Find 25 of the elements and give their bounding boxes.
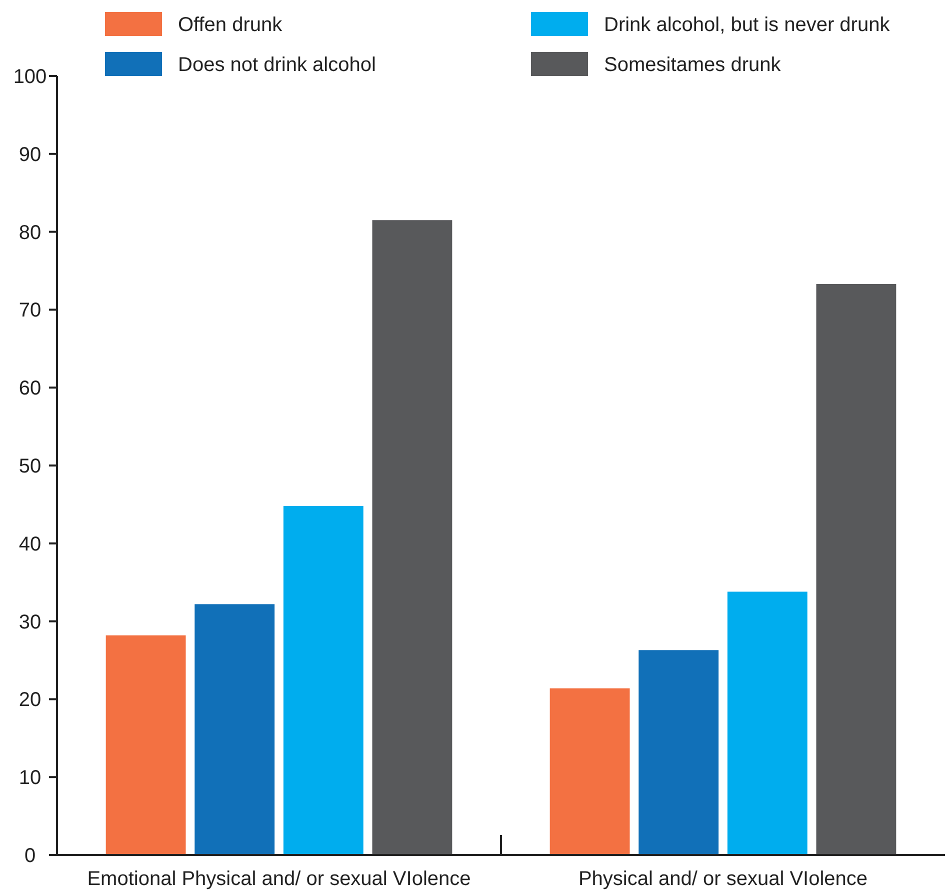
legend-label: Somesitames drunk bbox=[604, 54, 782, 76]
legend-label: Does not drink alcohol bbox=[178, 54, 376, 76]
y-tick-label: 90 bbox=[18, 144, 42, 166]
bar bbox=[106, 635, 186, 855]
y-tick-label: 80 bbox=[18, 222, 42, 244]
bar bbox=[194, 604, 275, 855]
bar bbox=[638, 650, 719, 855]
y-tick-label: 40 bbox=[18, 533, 42, 556]
bar bbox=[550, 688, 630, 855]
x-tick-label: Physical and/ or sexual VIolence bbox=[578, 868, 868, 890]
y-tick-label: 20 bbox=[18, 689, 42, 712]
bar bbox=[727, 592, 808, 855]
x-tick-label: Emotional Physical and/ or sexual VIolence bbox=[87, 868, 471, 890]
legend-label: Offen drunk bbox=[178, 14, 284, 36]
bar bbox=[283, 506, 364, 855]
y-tick-label: 50 bbox=[18, 456, 42, 478]
bar bbox=[372, 220, 452, 855]
y-tick-label: 70 bbox=[18, 300, 42, 322]
y-tick-label: 0 bbox=[24, 845, 36, 867]
bar bbox=[816, 284, 896, 855]
y-tick-label: 100 bbox=[13, 66, 47, 88]
y-tick-label: 30 bbox=[18, 611, 42, 634]
legend-label: Drink alcohol, but is never drunk bbox=[604, 14, 891, 36]
y-tick-label: 10 bbox=[18, 767, 42, 790]
y-tick-label: 60 bbox=[18, 378, 42, 400]
